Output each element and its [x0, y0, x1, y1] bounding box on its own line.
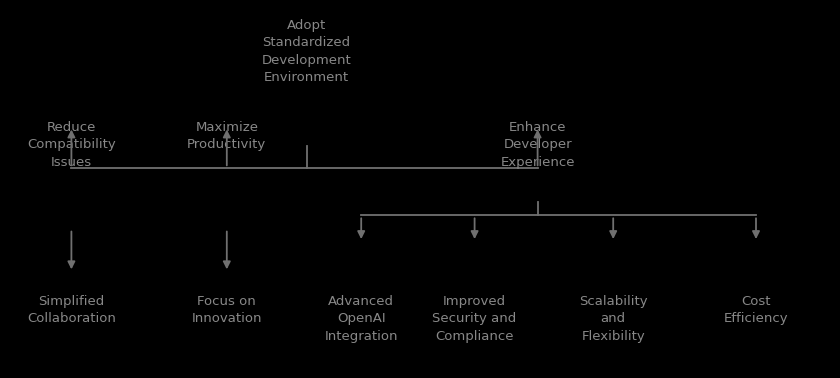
Text: Improved
Security and
Compliance: Improved Security and Compliance — [433, 295, 517, 343]
Text: Focus on
Innovation: Focus on Innovation — [192, 295, 262, 325]
Text: Maximize
Productivity: Maximize Productivity — [187, 121, 266, 152]
Text: Enhance
Developer
Experience: Enhance Developer Experience — [501, 121, 575, 169]
Text: Reduce
Compatibility
Issues: Reduce Compatibility Issues — [27, 121, 116, 169]
Text: Scalability
and
Flexibility: Scalability and Flexibility — [579, 295, 648, 343]
Text: Cost
Efficiency: Cost Efficiency — [724, 295, 788, 325]
Text: Simplified
Collaboration: Simplified Collaboration — [27, 295, 116, 325]
Text: Advanced
OpenAI
Integration: Advanced OpenAI Integration — [324, 295, 398, 343]
Text: Adopt
Standardized
Development
Environment: Adopt Standardized Development Environme… — [262, 19, 351, 84]
